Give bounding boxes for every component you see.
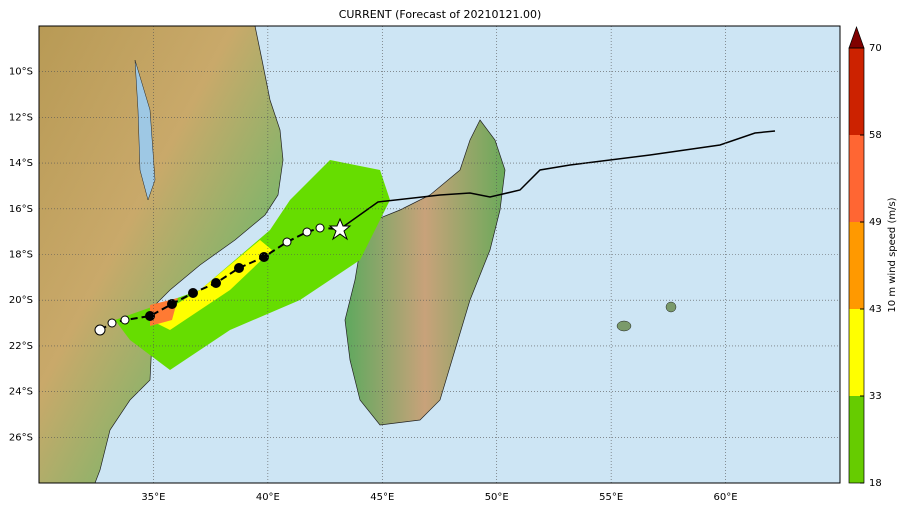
- track-point: [167, 299, 177, 309]
- colorbar-tick-label: 33: [869, 391, 882, 402]
- colorbar-band: [849, 222, 864, 309]
- map-title: CURRENT (Forecast of 20210121.00): [339, 8, 542, 21]
- lon-label: 45°E: [370, 492, 394, 503]
- colorbar-band: [849, 48, 864, 135]
- track-point: [211, 278, 221, 288]
- lat-label: 16°S: [9, 204, 33, 215]
- island: [665, 301, 677, 313]
- lon-label: 55°E: [599, 492, 623, 503]
- track-point: [259, 252, 269, 262]
- lat-label: 12°S: [9, 112, 33, 123]
- lake: [134, 59, 156, 201]
- storm-positions: [94, 217, 352, 336]
- lon-label: 50°E: [485, 492, 509, 503]
- colorbar-frame: [848, 47, 865, 484]
- colorbar-band: [849, 309, 864, 396]
- axis-labels: 35°E 40°E 45°E 50°E 55°E 60°E 10°S 12°S 14°S 16°S…: [9, 67, 738, 503]
- track-point: [282, 237, 292, 247]
- graticule: [39, 26, 840, 483]
- lat-label: 26°S: [9, 432, 33, 443]
- colorbar-tick-label: 49: [869, 217, 882, 228]
- lat-label: 24°S: [9, 387, 33, 398]
- track-point: [107, 318, 117, 328]
- colorbar-tick-label: 58: [869, 130, 882, 141]
- colorbar-tick-label: 43: [869, 304, 882, 315]
- track-point: [234, 263, 244, 273]
- track-point: [94, 324, 106, 336]
- colorbar-tick-label: 70: [869, 43, 882, 54]
- track-point: [315, 223, 325, 233]
- map-area: [39, 26, 840, 483]
- track-point: [120, 315, 130, 325]
- current-position: [328, 217, 352, 241]
- madagascar: [344, 119, 506, 426]
- map-frame: [38, 25, 841, 484]
- track-point: [145, 311, 155, 321]
- lat-label: 14°S: [9, 158, 33, 169]
- track-point: [188, 288, 198, 298]
- lon-label: 40°E: [256, 492, 280, 503]
- island: [616, 320, 632, 332]
- colorbar-extension: [848, 25, 865, 49]
- lon-label: 60°E: [714, 492, 738, 503]
- colorbar-band: [849, 135, 864, 222]
- lat-label: 20°S: [9, 295, 33, 306]
- colorbar: 18 33 43 49 58 70: [848, 25, 882, 489]
- lon-label: 35°E: [141, 492, 165, 503]
- colorbar-tick-label: 18: [869, 478, 882, 489]
- africa: [39, 26, 284, 483]
- track-point: [302, 227, 312, 237]
- lat-label: 18°S: [9, 250, 33, 261]
- colorbar-label: 10 m wind speed (m/s): [887, 197, 898, 312]
- lat-label: 10°S: [9, 67, 33, 78]
- lat-label: 22°S: [9, 341, 33, 352]
- colorbar-band: [849, 396, 864, 483]
